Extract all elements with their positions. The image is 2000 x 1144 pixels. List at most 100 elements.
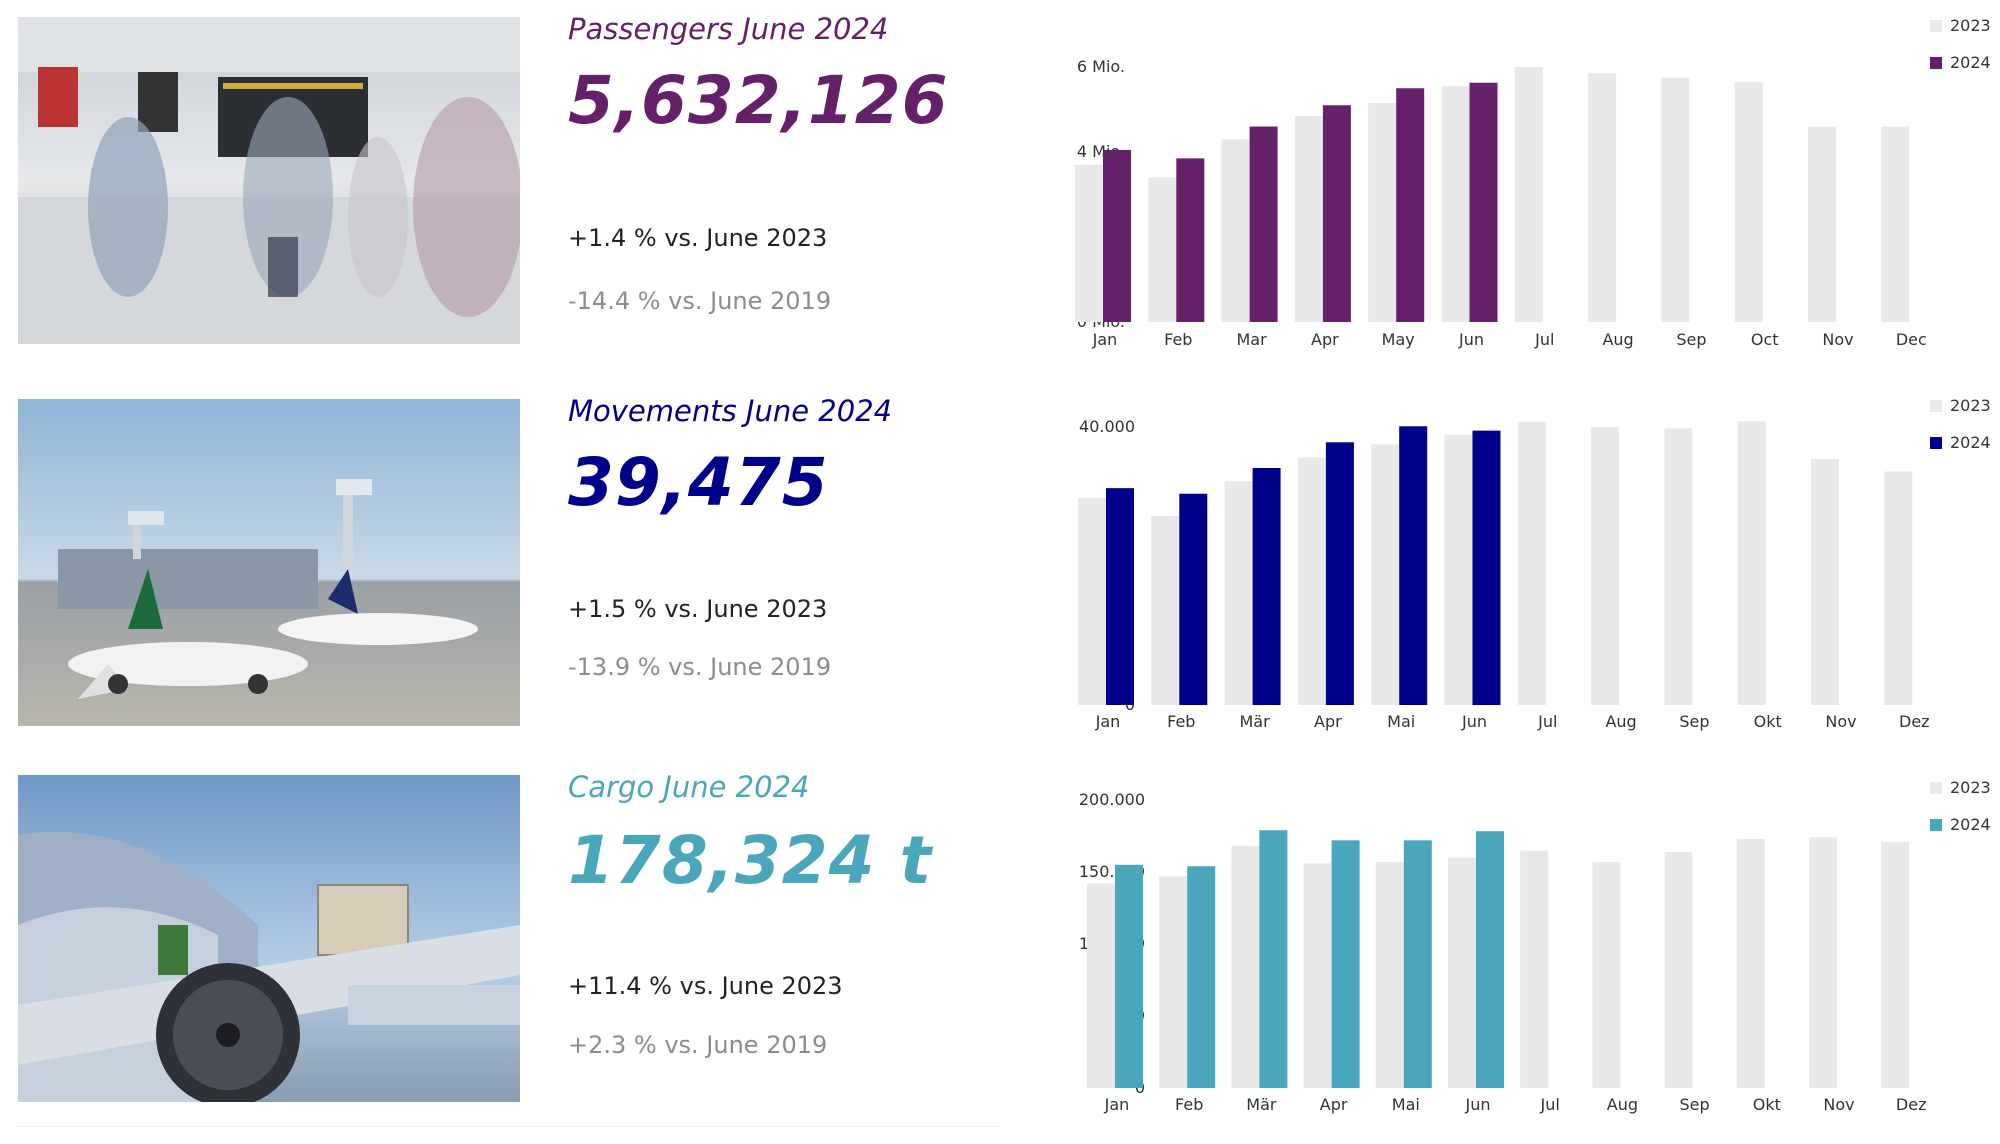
legend-swatch-2023 <box>1930 20 1942 32</box>
bar-2023 <box>1737 421 1766 705</box>
bar-2023 <box>1075 164 1103 322</box>
kpi-title: Cargo June 2024 <box>568 770 810 804</box>
bar-2023 <box>1808 126 1836 322</box>
x-tick-label: Nov <box>1823 1095 1854 1114</box>
bar-2023 <box>1148 177 1177 322</box>
legend-label-2024: 2024 <box>1950 53 1991 72</box>
bar-2024 <box>1476 831 1504 1088</box>
legend-label-2024: 2024 <box>1950 815 1991 834</box>
kpi-vs-2019: -14.4 % vs. June 2019 <box>568 287 832 315</box>
x-tick-label: Mai <box>1392 1095 1420 1114</box>
bar-2023 <box>1294 115 1323 322</box>
bar-2023 <box>1736 838 1765 1088</box>
bar-2024 <box>1325 442 1354 705</box>
x-tick-label: Jun <box>1461 712 1487 731</box>
bar-2024 <box>1399 426 1428 705</box>
x-tick-label: Jan <box>1095 712 1121 731</box>
x-tick-label: Dez <box>1899 712 1930 731</box>
x-tick-label: Jan <box>1092 330 1118 349</box>
bar-2023 <box>1588 73 1617 322</box>
bar-2023 <box>1881 126 1910 322</box>
x-tick-label: Feb <box>1164 330 1192 349</box>
bar-2023 <box>1664 851 1693 1088</box>
bar-2023 <box>1520 850 1549 1088</box>
bar-2023 <box>1151 515 1180 705</box>
kpi-vs-prev-year: +1.4 % vs. June 2023 <box>568 224 828 252</box>
x-tick-label: Okt <box>1754 712 1782 731</box>
bar-2023 <box>1371 444 1400 705</box>
bar-2024 <box>1103 149 1131 322</box>
kpi-vs-prev-year: +11.4 % vs. June 2023 <box>568 972 843 1000</box>
cargo-section: Cargo June 2024 178,324 t +11.4 % vs. Ju… <box>0 760 2000 1114</box>
bar-2024 <box>1396 88 1425 322</box>
bar-2023 <box>1231 846 1260 1088</box>
bar-2023 <box>1661 77 1690 322</box>
bar-2023 <box>1734 81 1763 322</box>
x-tick-label: Jul <box>1534 330 1554 349</box>
bar-2023 <box>1809 837 1837 1088</box>
bar-2024 <box>1106 488 1134 705</box>
bar-2023 <box>1514 67 1543 322</box>
x-tick-label: May <box>1382 330 1415 349</box>
bar-2023 <box>1811 458 1839 705</box>
legend-label-2024: 2024 <box>1950 433 1991 452</box>
legend-swatch-2024 <box>1930 57 1942 69</box>
x-tick-label: Sep <box>1680 1095 1710 1114</box>
bar-2023 <box>1375 861 1404 1088</box>
legend-label-2023: 2023 <box>1950 778 1991 797</box>
bar-2024 <box>1472 430 1501 705</box>
movements-section: Movements June 2024 39,475 +1.5 % vs. Ju… <box>0 382 2000 731</box>
x-tick-label: Jul <box>1540 1095 1560 1114</box>
bar-2023 <box>1221 139 1250 322</box>
bar-2024 <box>1187 866 1216 1088</box>
bar-2024 <box>1331 840 1360 1088</box>
airport-terminal-photo <box>18 17 520 344</box>
x-tick-label: Jun <box>1458 330 1484 349</box>
kpi-title: Passengers June 2024 <box>568 12 889 46</box>
passengers-chart: 0 Mio.2 Mio.4 Mio.6 Mio.JanFebMarAprMayJ… <box>1075 16 1991 349</box>
bar-2024 <box>1469 82 1498 322</box>
bar-2023 <box>1884 471 1913 705</box>
x-tick-label: Aug <box>1607 1095 1638 1114</box>
bar-2023 <box>1087 883 1115 1088</box>
x-tick-label: Jan <box>1104 1095 1130 1114</box>
x-tick-label: Jun <box>1465 1095 1491 1114</box>
kpi-vs-2019: -13.9 % vs. June 2019 <box>568 653 832 681</box>
bar-2023 <box>1078 497 1106 705</box>
bar-2023 <box>1448 857 1476 1088</box>
legend-label-2023: 2023 <box>1950 396 1991 415</box>
bar-2023 <box>1368 103 1397 322</box>
bar-2023 <box>1297 457 1326 705</box>
x-tick-label: Mar <box>1237 330 1268 349</box>
movements-chart: 020.00040.000JanFebMärAprMaiJunJulAugSep… <box>1078 396 1991 731</box>
bar-2023 <box>1591 427 1620 705</box>
x-tick-label: Feb <box>1175 1095 1203 1114</box>
airplanes-apron-photo <box>18 399 520 726</box>
kpi-vs-2019: +2.3 % vs. June 2019 <box>568 1031 828 1059</box>
y-tick-label: 6 Mio. <box>1077 57 1125 76</box>
bar-2024 <box>1176 158 1205 322</box>
bar-2023 <box>1664 428 1693 705</box>
bar-2024 <box>1115 864 1143 1088</box>
x-tick-label: Mai <box>1387 712 1415 731</box>
bar-2024 <box>1403 840 1432 1088</box>
x-tick-label: Mär <box>1240 712 1271 731</box>
x-tick-label: Sep <box>1679 712 1709 731</box>
x-tick-label: Aug <box>1605 712 1636 731</box>
x-tick-label: Apr <box>1311 330 1339 349</box>
legend-swatch-2024 <box>1930 819 1942 831</box>
x-tick-label: Feb <box>1167 712 1195 731</box>
kpi-value: 5,632,126 <box>568 62 949 139</box>
bar-2023 <box>1303 863 1332 1088</box>
x-tick-label: Nov <box>1825 712 1856 731</box>
cargo-aircraft-image <box>18 775 520 1102</box>
x-tick-label: Apr <box>1320 1095 1348 1114</box>
bar-2023 <box>1517 422 1546 705</box>
x-tick-label: Apr <box>1314 712 1342 731</box>
legend-swatch-2024 <box>1930 437 1942 449</box>
bar-2024 <box>1249 126 1278 322</box>
y-tick-label: 40.000 <box>1079 417 1135 436</box>
x-tick-label: Jul <box>1537 712 1557 731</box>
bar-2023 <box>1159 876 1188 1088</box>
cargo-chart: 050.000100.000150.000200.000JanFebMärApr… <box>1079 778 1991 1114</box>
